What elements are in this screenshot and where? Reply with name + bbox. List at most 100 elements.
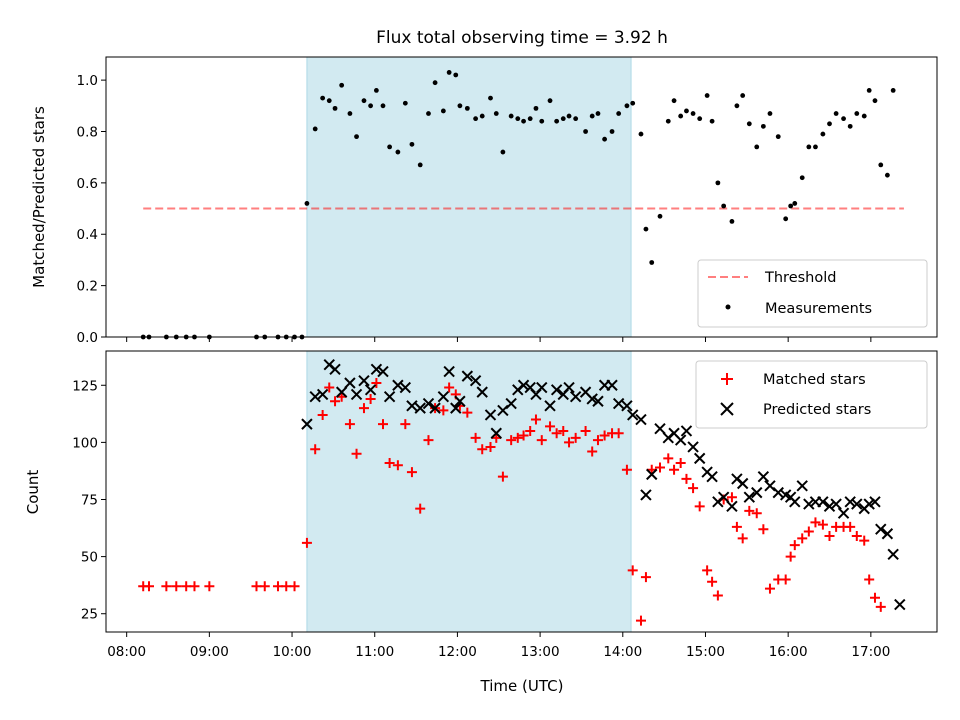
matched-star-point [506, 435, 517, 446]
measurement-point [729, 219, 735, 224]
predicted-star-point [627, 409, 639, 421]
matched-star-point [859, 535, 870, 546]
predicted-star-point [370, 363, 383, 375]
matched-star-point [681, 473, 692, 484]
predicted-star-point [544, 400, 556, 412]
measurement-point [624, 103, 630, 109]
measurement-point [754, 144, 760, 150]
measurement-point [788, 203, 794, 209]
predicted-star-point [654, 422, 666, 435]
y-tick-label: 25 [81, 607, 98, 623]
measurement-point [554, 118, 560, 124]
matched-star-point [580, 425, 591, 436]
matched-star-point [635, 615, 646, 626]
predicted-star-point [869, 496, 881, 508]
predicted-star-point [844, 496, 856, 508]
predicted-star-point [796, 480, 808, 492]
x-tick-label: 14:00 [603, 644, 642, 660]
predicted-star-point [875, 523, 887, 535]
predicted-star-point [881, 528, 894, 540]
predicted-star-point [422, 397, 435, 410]
matched-star-point [400, 419, 411, 430]
matched-star-point [289, 581, 300, 592]
predicted-star-point [837, 507, 850, 519]
measurement-point [395, 149, 401, 155]
y-tick-label: 125 [72, 378, 98, 394]
matched-star-point [712, 590, 723, 601]
measurement-point [573, 116, 579, 122]
y-tick-label: 0.0 [77, 330, 98, 346]
measurement-point [387, 144, 393, 150]
predicted-star-point [536, 381, 548, 394]
matched-star-point [530, 414, 541, 425]
predicted-star-point [335, 386, 348, 398]
measurement-point [767, 111, 773, 116]
measurement-point [854, 111, 860, 116]
measurement-point [841, 116, 846, 122]
measurement-point [508, 113, 514, 119]
measurement-point [457, 103, 463, 109]
x-tick-label: 12:00 [438, 644, 477, 660]
measurement-point [440, 108, 446, 114]
matched-star-point [669, 464, 680, 475]
matched-star-point [688, 483, 699, 494]
matched-star-point [726, 492, 737, 503]
measurement-point [339, 82, 345, 88]
matched-star-point [789, 540, 800, 551]
measurement-point [500, 149, 506, 155]
predicted-star-point [450, 402, 462, 414]
matched-star-point [731, 521, 742, 532]
measurement-point [560, 116, 566, 122]
measurement-point [671, 98, 677, 104]
measurement-point [453, 72, 459, 78]
x-tick-label: 15:00 [686, 644, 725, 660]
measurement-point [890, 87, 896, 93]
measurement-point [746, 121, 752, 127]
matched-star-point [587, 446, 598, 457]
measurement-point [539, 118, 545, 124]
predicted-star-point [823, 500, 836, 513]
matched-star-point [143, 581, 154, 592]
predicted-star-point [497, 404, 509, 417]
predicted-star-point [687, 441, 699, 453]
legend-top: Threshold Measurements [697, 259, 928, 328]
matched-star-point [737, 533, 748, 544]
predicted-star-point [476, 386, 488, 398]
measurement-point [872, 98, 878, 104]
predicted-star-point [640, 489, 652, 501]
x-tick-label: 08:00 [107, 644, 146, 660]
measurement-point [426, 111, 431, 116]
measurement-point [533, 105, 539, 111]
legend-bottom: Matched stars Predicted stars [695, 360, 928, 429]
measurement-point [649, 260, 655, 265]
predicted-star-point [592, 395, 604, 407]
matched-star-point [477, 444, 488, 455]
predicted-star-point [757, 470, 770, 483]
measurement-point [464, 105, 470, 111]
x-tick-label: 17:00 [851, 644, 890, 660]
predicted-star-point [392, 379, 404, 391]
predicted-star-point [344, 377, 356, 389]
predicted-star-point [743, 491, 756, 503]
measurement-point [783, 216, 789, 222]
predicted-star-point [817, 496, 829, 508]
matched-star-point [485, 441, 496, 452]
matched-star-point [378, 419, 388, 430]
predicted-star-point [414, 402, 426, 414]
predicted-star-point [358, 374, 370, 387]
matched-star-point [344, 419, 355, 430]
measurement-point [775, 134, 781, 140]
observing-window-shade [306, 56, 632, 338]
matched-star-point [875, 601, 886, 612]
measurement-point [566, 113, 572, 119]
measurement-point [446, 70, 452, 75]
matched-star-point [675, 457, 686, 468]
matched-star-point [564, 437, 575, 448]
matched-star-point [358, 403, 369, 414]
matched-star-point [810, 517, 821, 528]
predicted-star-point [490, 427, 502, 439]
legend-threshold-label: Threshold [764, 270, 836, 286]
matched-star-point [317, 409, 328, 420]
matched-star-point [702, 565, 713, 576]
